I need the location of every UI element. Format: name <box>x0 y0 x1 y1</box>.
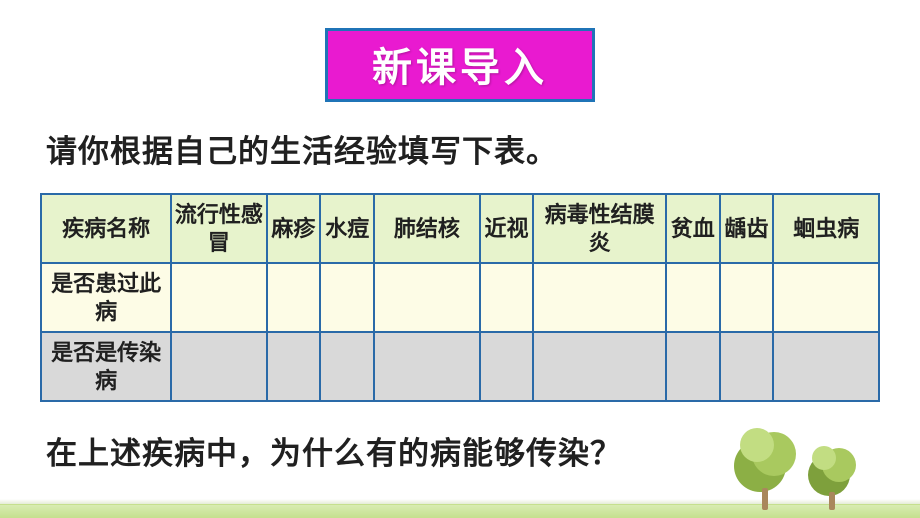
table-cell <box>171 263 266 332</box>
row-label: 是否是传染病 <box>41 332 171 401</box>
question-text: 在上述疾病中，为什么有的病能够传染？ <box>46 428 920 473</box>
disease-table-wrap: 疾病名称流行性感冒麻疹水痘肺结核近视病毒性结膜炎贫血龋齿蛔虫病 是否患过此病 是… <box>40 193 880 402</box>
table-cell <box>773 332 879 401</box>
table-cell <box>171 332 266 401</box>
table-cell <box>533 332 665 401</box>
disease-table: 疾病名称流行性感冒麻疹水痘肺结核近视病毒性结膜炎贫血龋齿蛔虫病 是否患过此病 是… <box>40 193 880 402</box>
table-row: 是否是传染病 <box>41 332 879 401</box>
table-cell <box>480 332 534 401</box>
table-cell <box>666 263 720 332</box>
table-cell <box>666 332 720 401</box>
table-cell <box>480 263 534 332</box>
column-header: 麻疹 <box>267 194 321 263</box>
row-header-label: 疾病名称 <box>41 194 171 263</box>
table-cell <box>720 332 774 401</box>
instruction-text: 请你根据自己的生活经验填写下表。 <box>46 126 920 171</box>
table-header-row: 疾病名称流行性感冒麻疹水痘肺结核近视病毒性结膜炎贫血龋齿蛔虫病 <box>41 194 879 263</box>
title-banner: 新课导入 <box>325 28 595 102</box>
column-header: 蛔虫病 <box>773 194 879 263</box>
table-cell <box>533 263 665 332</box>
table-cell <box>374 332 480 401</box>
column-header: 近视 <box>480 194 534 263</box>
column-header: 肺结核 <box>374 194 480 263</box>
table-cell <box>773 263 879 332</box>
column-header: 病毒性结膜炎 <box>533 194 665 263</box>
table-row: 是否患过此病 <box>41 263 879 332</box>
ground-shadow <box>0 499 920 504</box>
slide: 新课导入 请你根据自己的生活经验填写下表。 疾病名称流行性感冒麻疹水痘肺结核近视… <box>0 0 920 518</box>
column-header: 水痘 <box>320 194 374 263</box>
column-header: 贫血 <box>666 194 720 263</box>
table-cell <box>267 332 321 401</box>
ground <box>0 504 920 518</box>
title-text: 新课导入 <box>372 46 548 90</box>
table-cell <box>320 263 374 332</box>
column-header: 龋齿 <box>720 194 774 263</box>
table-cell <box>267 263 321 332</box>
table-cell <box>374 263 480 332</box>
row-label: 是否患过此病 <box>41 263 171 332</box>
table-cell <box>320 332 374 401</box>
column-header: 流行性感冒 <box>171 194 266 263</box>
table-cell <box>720 263 774 332</box>
